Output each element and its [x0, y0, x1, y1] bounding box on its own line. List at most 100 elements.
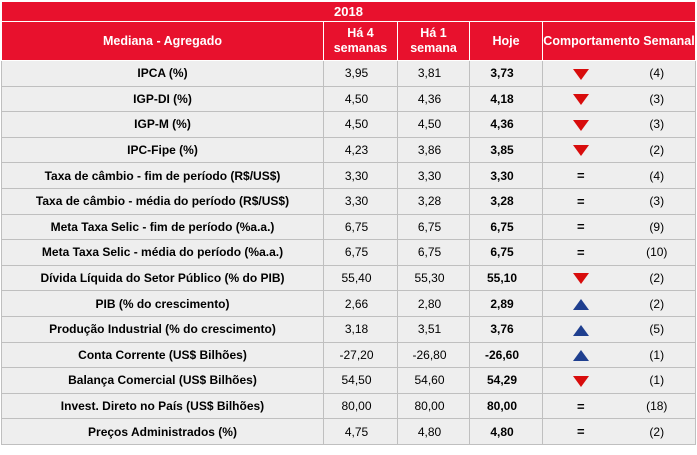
table-row: Meta Taxa Selic - média do período (%a.a…	[1, 239, 697, 266]
value-today: 3,85	[469, 136, 543, 164]
header-weekly-behavior: Comportamento Semanal	[541, 21, 697, 61]
value-today: 3,30	[469, 162, 543, 189]
trend-indicator: =	[542, 239, 619, 266]
table-row: Dívida Líquida do Setor Público (% do PI…	[1, 264, 697, 292]
value-4-weeks-ago: 3,95	[323, 60, 398, 87]
table-body: IPCA (%) 3,95 3,81 3,73 (4) IGP-DI (%) 4,50 4,3…	[1, 60, 697, 445]
value-4-weeks-ago: 55,40	[323, 264, 398, 292]
value-today: 2,89	[469, 290, 543, 317]
focus-market-expectations-table: 2018 Mediana - Agregado Há 4 semanas Há …	[0, 1, 697, 445]
trend-count: (2)	[618, 264, 697, 292]
down-triangle-icon	[572, 68, 589, 80]
value-4-weeks-ago: 4,23	[323, 136, 398, 164]
value-4-weeks-ago: 3,30	[323, 187, 398, 215]
trend-count: (4)	[618, 60, 697, 87]
trend-indicator: =	[542, 418, 619, 445]
trend-indicator	[542, 60, 619, 87]
value-1-week-ago: 4,50	[397, 111, 470, 138]
trend-indicator: =	[542, 162, 619, 189]
table-row: Preços Administrados (%) 4,75 4,80 4,80 = (2)	[1, 418, 697, 445]
header-median-aggregate: Mediana - Agregado	[1, 21, 324, 61]
row-label: PIB (% do crescimento)	[1, 290, 324, 317]
trend-indicator	[542, 367, 619, 394]
value-4-weeks-ago: 4,75	[323, 418, 398, 445]
row-label: Produção Industrial (% do crescimento)	[1, 315, 324, 343]
value-today: 6,75	[469, 213, 543, 241]
row-label: Taxa de câmbio - média do período (R$/US…	[1, 187, 324, 215]
equal-sign-icon: =	[576, 424, 585, 440]
trend-count: (2)	[618, 418, 697, 445]
table-row: PIB (% do crescimento) 2,66 2,80 2,89 (2)	[1, 290, 697, 317]
trend-count: (1)	[618, 367, 697, 394]
table-row: IGP-DI (%) 4,50 4,36 4,18 (3)	[1, 85, 697, 113]
table-row: Balança Comercial (US$ Bilhões) 54,50 54,6…	[1, 367, 697, 394]
value-today: 3,73	[469, 60, 543, 87]
row-label: Meta Taxa Selic - média do período (%a.a…	[1, 239, 324, 266]
value-1-week-ago: 54,60	[397, 367, 470, 394]
equal-sign-icon: =	[576, 244, 585, 260]
up-triangle-icon	[572, 350, 589, 362]
value-1-week-ago: 3,51	[397, 315, 470, 343]
row-label: Dívida Líquida do Setor Público (% do PI…	[1, 264, 324, 292]
value-1-week-ago: 6,75	[397, 239, 470, 266]
row-label: Invest. Direto no País (US$ Bilhões)	[1, 392, 324, 420]
value-today: 3,28	[469, 187, 543, 215]
table-row: Produção Industrial (% do crescimento) 3,…	[1, 315, 697, 343]
row-label: IGP-M (%)	[1, 111, 324, 138]
header-4-weeks-ago: Há 4 semanas	[323, 21, 398, 61]
value-today: 80,00	[469, 392, 543, 420]
year-title: 2018	[0, 1, 697, 22]
trend-count: (5)	[618, 315, 697, 343]
value-4-weeks-ago: 4,50	[323, 111, 398, 138]
table-row: Meta Taxa Selic - fim de período (%a.a.)…	[1, 213, 697, 241]
value-1-week-ago: 2,80	[397, 290, 470, 317]
column-header-row: Mediana - Agregado Há 4 semanas Há 1 sem…	[1, 21, 697, 61]
trend-count: (3)	[618, 85, 697, 113]
equal-sign-icon: =	[576, 168, 585, 184]
value-1-week-ago: 3,30	[397, 162, 470, 189]
down-triangle-icon	[572, 145, 589, 157]
value-4-weeks-ago: -27,20	[323, 341, 398, 369]
equal-sign-icon: =	[576, 193, 585, 209]
trend-indicator: =	[542, 187, 619, 215]
trend-indicator	[542, 85, 619, 113]
row-label: Meta Taxa Selic - fim de período (%a.a.)	[1, 213, 324, 241]
trend-count: (3)	[618, 111, 697, 138]
value-today: 4,80	[469, 418, 543, 445]
header-1-week-ago: Há 1 semana	[397, 21, 470, 61]
row-label: Balança Comercial (US$ Bilhões)	[1, 367, 324, 394]
value-4-weeks-ago: 6,75	[323, 213, 398, 241]
table-row: Invest. Direto no País (US$ Bilhões) 80,0…	[1, 392, 697, 420]
trend-indicator	[542, 341, 619, 369]
value-1-week-ago: 6,75	[397, 213, 470, 241]
value-today: -26,60	[469, 341, 543, 369]
row-label: IGP-DI (%)	[1, 85, 324, 113]
value-1-week-ago: 4,80	[397, 418, 470, 445]
up-triangle-icon	[572, 324, 589, 336]
table-row: IPC-Fipe (%) 4,23 3,86 3,85 (2)	[1, 136, 697, 164]
table-row: Taxa de câmbio - média do período (R$/US…	[1, 187, 697, 215]
trend-indicator: =	[542, 213, 619, 241]
trend-count: (2)	[618, 290, 697, 317]
table-row: IGP-M (%) 4,50 4,50 4,36 (3)	[1, 111, 697, 138]
value-4-weeks-ago: 80,00	[323, 392, 398, 420]
table-row: Taxa de câmbio - fim de período (R$/US$)…	[1, 162, 697, 189]
up-triangle-icon	[572, 298, 589, 310]
row-label: Conta Corrente (US$ Bilhões)	[1, 341, 324, 369]
trend-count: (9)	[618, 213, 697, 241]
value-today: 3,76	[469, 315, 543, 343]
value-1-week-ago: 3,81	[397, 60, 470, 87]
value-4-weeks-ago: 3,30	[323, 162, 398, 189]
value-4-weeks-ago: 4,50	[323, 85, 398, 113]
down-triangle-icon	[572, 94, 589, 106]
down-triangle-icon	[572, 375, 589, 387]
down-triangle-icon	[572, 119, 589, 131]
header-today: Hoje	[469, 21, 543, 61]
trend-indicator	[542, 111, 619, 138]
trend-indicator	[542, 136, 619, 164]
value-today: 55,10	[469, 264, 543, 292]
value-1-week-ago: 3,28	[397, 187, 470, 215]
value-4-weeks-ago: 2,66	[323, 290, 398, 317]
value-today: 4,36	[469, 111, 543, 138]
trend-count: (4)	[618, 162, 697, 189]
